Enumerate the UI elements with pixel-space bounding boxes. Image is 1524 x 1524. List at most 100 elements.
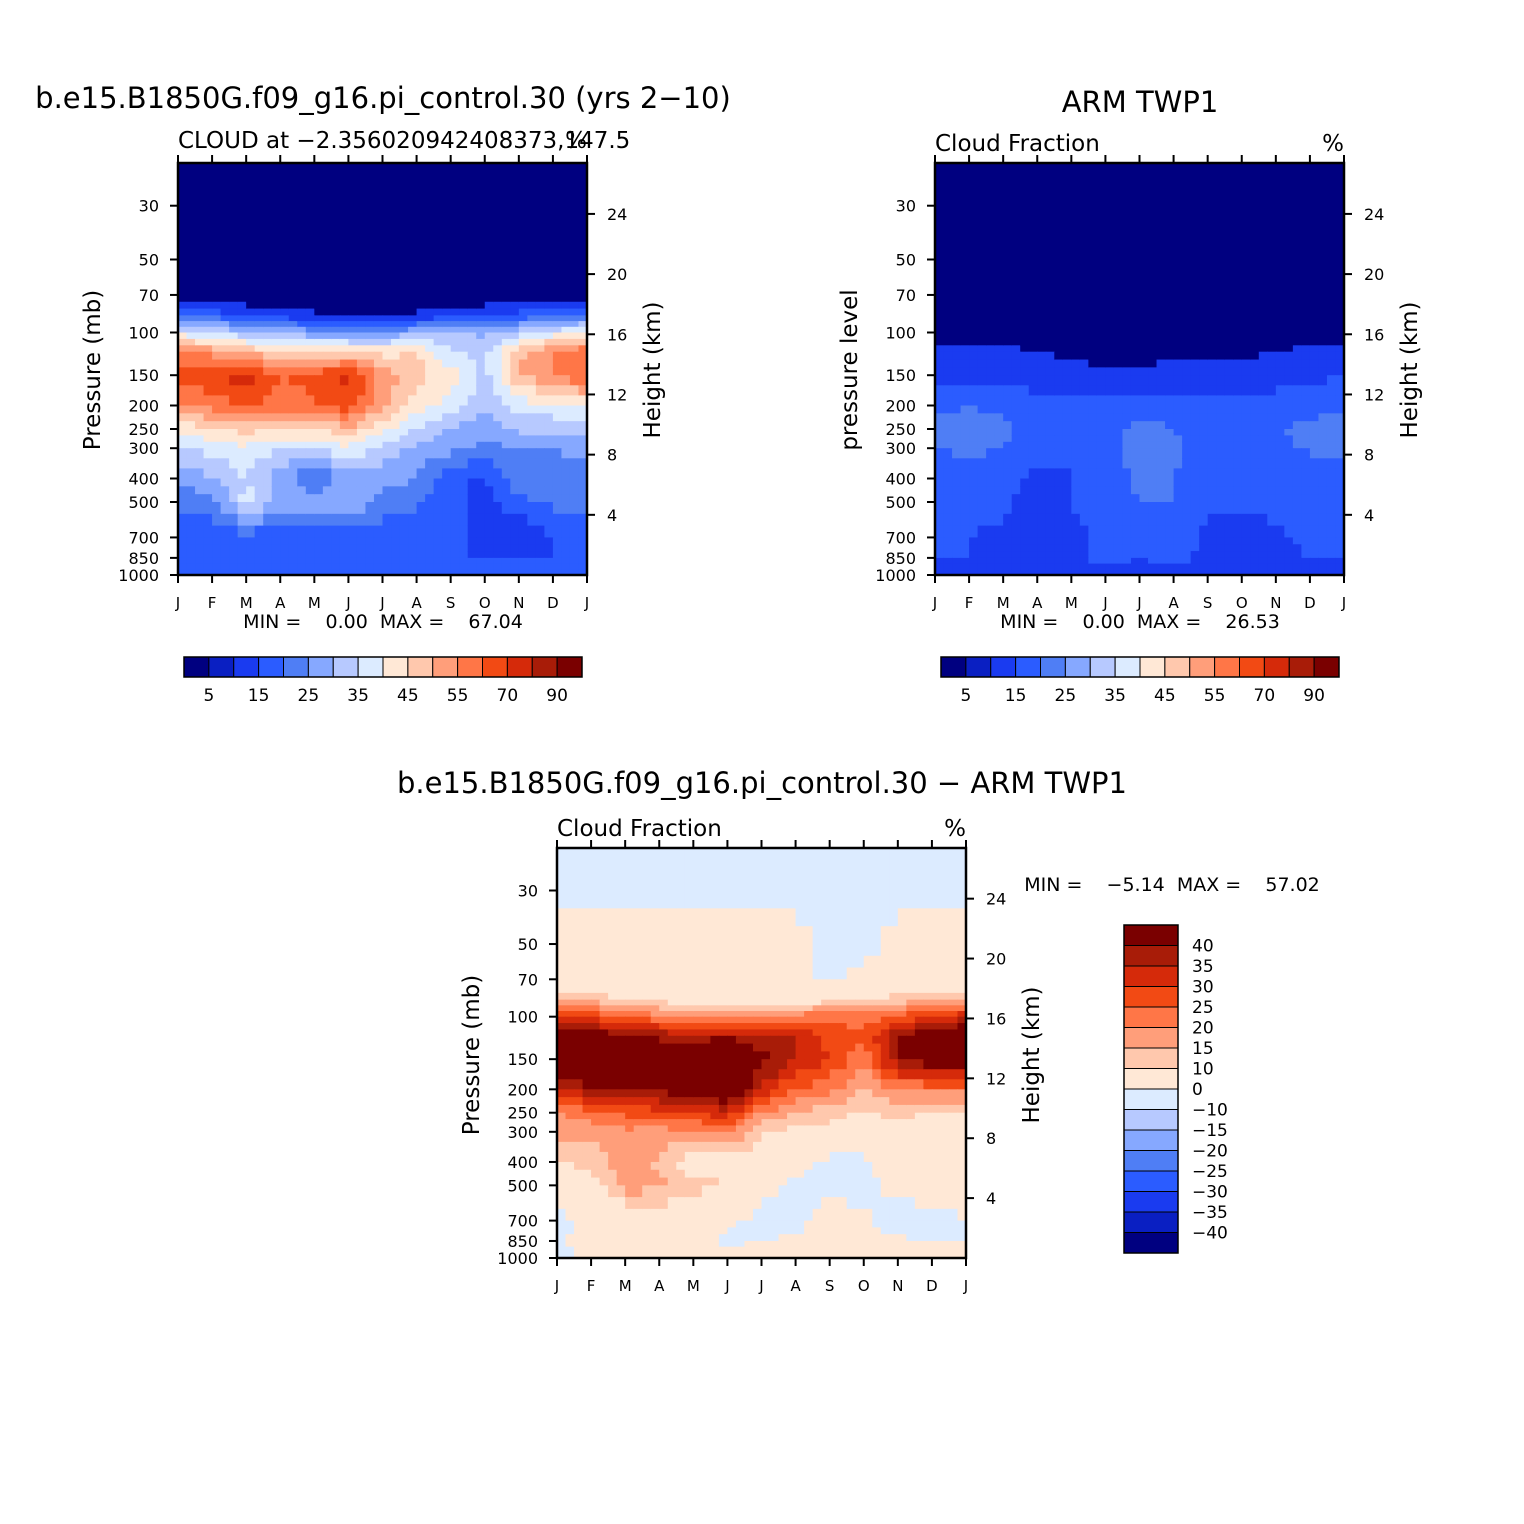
contour-cell (804, 944, 814, 957)
contour-cell (1139, 513, 1149, 527)
contour-cell (1037, 537, 1047, 545)
contour-cell (986, 525, 996, 539)
contour-cell (943, 502, 953, 515)
contour-cell (203, 345, 213, 353)
contour-cell (1122, 321, 1132, 328)
x-tick-label: J (1341, 594, 1346, 612)
contour-cell (1148, 563, 1158, 570)
contour-cell (339, 191, 350, 207)
contour-cell (348, 395, 358, 407)
contour-cell (450, 367, 460, 376)
contour-cell (493, 537, 503, 545)
contour-cell (288, 326, 298, 334)
contour-cell (1071, 563, 1081, 570)
contour-cell (1190, 569, 1200, 576)
contour-cell (356, 338, 367, 346)
contour-cell (1216, 283, 1226, 296)
contour-cell (459, 557, 469, 565)
contour-cell (684, 967, 694, 980)
contour-cell (1003, 294, 1013, 303)
colorbar-box (1288, 656, 1315, 678)
contour-cell (203, 563, 213, 570)
contour-cell (237, 351, 247, 361)
contour-cell (1292, 513, 1302, 527)
contour-cell (1199, 321, 1209, 328)
contour-cell (977, 351, 987, 361)
contour-cell (1190, 315, 1200, 322)
contour-cell (1139, 448, 1149, 459)
contour-cell (271, 241, 281, 261)
contour-cell (314, 429, 324, 436)
contour-cell (1156, 441, 1166, 449)
colorbar-box (183, 656, 210, 678)
contour-cell (940, 908, 950, 927)
contour-cell (416, 271, 426, 284)
contour-cell (399, 478, 409, 487)
contour-cell (348, 351, 358, 361)
contour-cell (1165, 557, 1175, 565)
contour-cell (1037, 191, 1047, 207)
contour-cell (365, 283, 375, 296)
contour-cell (552, 375, 563, 386)
contour-cell (735, 955, 746, 969)
contour-cell (178, 478, 188, 487)
contour-cell (1045, 429, 1055, 436)
contour-cell (1011, 458, 1021, 469)
contour-cell (599, 986, 609, 994)
contour-cell (1233, 405, 1243, 414)
contour-cell (348, 301, 358, 310)
contour-cell (1267, 308, 1277, 316)
contour-cell (1071, 163, 1081, 178)
contour-cell (1190, 494, 1200, 503)
contour-cell (459, 537, 469, 545)
contour-cell (1207, 191, 1217, 207)
contour-cell (569, 435, 580, 443)
contour-cell (1190, 294, 1200, 303)
contour-cell (608, 944, 618, 957)
contour-cell (186, 551, 196, 559)
contour-cell (1275, 315, 1285, 322)
contour-cell (195, 315, 205, 322)
contour-cell (501, 385, 511, 396)
contour-cell (527, 563, 537, 570)
contour-cell (906, 955, 916, 969)
contour-cell (1199, 569, 1209, 576)
contour-cell (535, 345, 545, 353)
contour-cell (459, 448, 469, 459)
contour-cell (1207, 429, 1217, 436)
contour-cell (297, 191, 307, 207)
contour-cell (693, 862, 703, 877)
contour-cell (203, 441, 213, 449)
contour-cell (578, 502, 588, 515)
contour-cell (1190, 435, 1200, 443)
contour-cell (178, 563, 188, 570)
contour-cell (1122, 478, 1132, 487)
contour-cell (1241, 557, 1251, 565)
contour-cell (569, 429, 580, 436)
contour-cell (476, 283, 486, 296)
contour-cell (1250, 494, 1260, 503)
contour-cell (229, 259, 239, 272)
contour-cell (969, 359, 979, 368)
contour-cell (263, 569, 273, 576)
contour-cell (1292, 241, 1302, 261)
contour-cell (1233, 525, 1243, 539)
contour-cell (322, 405, 332, 414)
contour-cell (1190, 351, 1200, 361)
contour-cell (484, 359, 494, 368)
contour-cell (569, 421, 580, 430)
contour-cell (994, 191, 1004, 207)
contour-cell (578, 537, 588, 545)
contour-cell (1190, 241, 1200, 261)
x-tick-label: N (1270, 594, 1281, 612)
contour-cell (459, 435, 469, 443)
contour-cell (297, 569, 307, 576)
contour-cell (365, 259, 375, 272)
contour-cell (872, 955, 882, 969)
contour-cell (314, 421, 324, 430)
y-tick-label: 200 (885, 396, 916, 415)
contour-cell (1250, 359, 1260, 368)
contour-cell (484, 557, 494, 565)
contour-cell (484, 429, 494, 436)
contour-cell (1011, 563, 1021, 570)
